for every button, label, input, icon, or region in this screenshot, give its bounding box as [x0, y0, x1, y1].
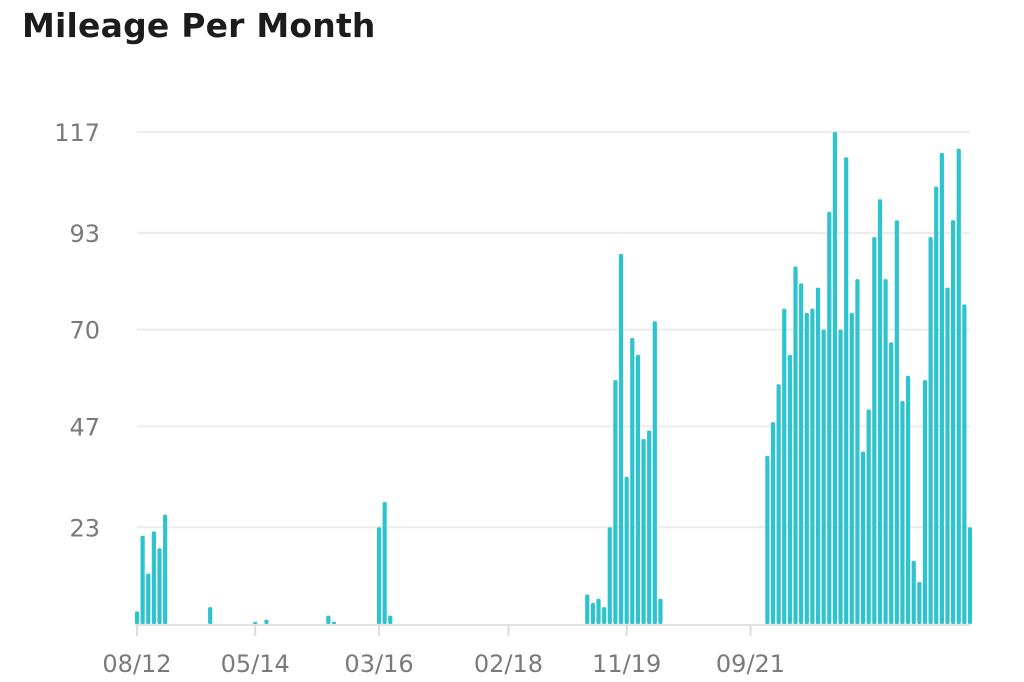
bar — [787, 354, 792, 624]
bar — [900, 401, 905, 624]
x-tick-label: 02/18 — [474, 650, 543, 678]
x-axis-ticks: 08/12 05/14 03/16 02/18 11/19 09/21 — [102, 625, 785, 678]
bar — [827, 211, 832, 624]
bar — [585, 594, 590, 624]
bar — [134, 611, 140, 624]
bar — [911, 560, 916, 624]
bar — [951, 220, 956, 624]
bar — [905, 375, 911, 624]
bar — [382, 502, 387, 624]
x-tick-label: 09/21 — [716, 650, 785, 678]
bar — [922, 380, 928, 624]
bar — [590, 602, 595, 624]
bar — [883, 279, 888, 624]
bar — [889, 342, 894, 624]
y-tick-label: 23 — [69, 514, 100, 542]
bar — [613, 380, 618, 624]
bar — [855, 279, 860, 624]
bar — [945, 287, 950, 624]
bar — [602, 607, 607, 624]
bar — [815, 287, 821, 624]
bar — [641, 438, 646, 624]
bar — [388, 615, 393, 624]
bar — [770, 422, 776, 624]
bar — [799, 283, 804, 624]
bar — [872, 237, 877, 624]
bar — [877, 199, 883, 624]
bar — [804, 312, 809, 624]
bar — [866, 409, 871, 624]
bar — [967, 527, 973, 624]
bar — [838, 329, 843, 624]
bar — [917, 581, 922, 624]
bar — [607, 527, 612, 624]
bar — [635, 354, 641, 624]
x-tick-label: 05/14 — [221, 650, 290, 678]
bar — [618, 253, 624, 624]
bar — [844, 157, 849, 625]
bar — [151, 531, 156, 624]
bar — [928, 237, 933, 624]
y-axis-ticks: 23 47 70 93 117 — [54, 119, 100, 542]
bar — [793, 266, 798, 624]
x-tick-label: 03/16 — [344, 650, 413, 678]
bar — [208, 607, 213, 624]
bar — [253, 621, 258, 624]
bar — [821, 329, 826, 624]
bar — [658, 598, 663, 624]
bar — [163, 514, 168, 624]
y-tick-label: 47 — [69, 413, 100, 441]
bar — [939, 153, 944, 624]
y-tick-label: 70 — [69, 317, 100, 345]
bar — [849, 312, 854, 624]
bar — [624, 476, 629, 624]
bar — [652, 321, 657, 624]
bar — [810, 308, 815, 624]
bar — [934, 186, 939, 625]
bar — [956, 148, 961, 624]
bar — [331, 621, 337, 624]
x-tick-label: 08/12 — [102, 650, 171, 678]
bars — [134, 132, 973, 625]
bar — [596, 598, 601, 624]
bar — [157, 548, 162, 624]
bar — [962, 304, 967, 624]
bar — [765, 455, 770, 624]
bar — [264, 619, 269, 624]
x-tick-label: 11/19 — [592, 650, 661, 678]
y-tick-label: 93 — [69, 220, 100, 248]
bar — [376, 527, 382, 624]
bar — [860, 451, 866, 624]
bar — [776, 384, 781, 624]
bar — [146, 573, 151, 624]
chart-title: Mileage Per Month — [22, 6, 376, 45]
bar — [647, 430, 652, 624]
bar — [326, 615, 331, 624]
bar — [832, 132, 838, 624]
bar — [894, 220, 899, 624]
y-tick-label: 117 — [54, 119, 100, 147]
bar — [140, 535, 145, 624]
bar — [630, 338, 635, 624]
bar — [782, 308, 787, 624]
